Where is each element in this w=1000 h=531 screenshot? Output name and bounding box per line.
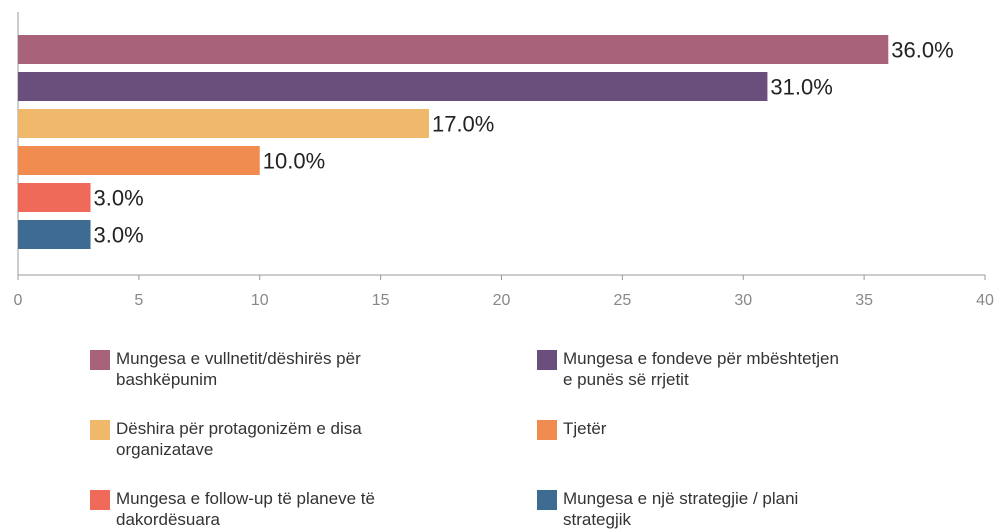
- bar: [18, 146, 260, 175]
- legend-item: Tjetër: [537, 418, 867, 440]
- value-label: 3.0%: [94, 222, 144, 247]
- legend-label: Mungesa e vullnetit/dëshirës për bashkëp…: [116, 349, 361, 389]
- value-label: 3.0%: [94, 185, 144, 210]
- x-tick-label: 5: [134, 292, 143, 309]
- bar: [18, 35, 889, 64]
- legend-swatch: [90, 350, 110, 370]
- legend-item: Dëshira për protagonizëm e disa organiza…: [90, 418, 420, 460]
- legend-label: Mungesa e një strategjie / plani strateg…: [563, 489, 799, 529]
- legend-swatch: [537, 490, 557, 510]
- bar: [18, 72, 768, 101]
- x-tick-label: 10: [251, 292, 269, 309]
- legend-item: Mungesa e vullnetit/dëshirës për bashkëp…: [90, 348, 420, 390]
- legend-label: Dëshira për protagonizëm e disa organiza…: [116, 419, 362, 459]
- bar: [18, 183, 91, 212]
- legend-swatch: [537, 420, 557, 440]
- legend-swatch: [90, 490, 110, 510]
- bar: [18, 220, 91, 249]
- x-tick-label: 0: [14, 292, 23, 309]
- legend-label: Mungesa e follow-up të planeve të dakord…: [116, 489, 375, 529]
- legend-swatch: [537, 350, 557, 370]
- legend-item: Mungesa e fondeve për mbështetjen e punë…: [537, 348, 867, 390]
- legend-swatch: [90, 420, 110, 440]
- value-label: 36.0%: [891, 37, 953, 62]
- legend-label: Mungesa e fondeve për mbështetjen e punë…: [563, 349, 839, 389]
- x-tick-label: 40: [976, 292, 994, 309]
- legend-label: Tjetër: [563, 419, 607, 438]
- x-tick-label: 35: [855, 292, 873, 309]
- bar: [18, 109, 429, 138]
- legend-item: Mungesa e një strategjie / plani strateg…: [537, 488, 867, 530]
- x-tick-label: 20: [493, 292, 511, 309]
- value-label: 17.0%: [432, 111, 494, 136]
- x-tick-label: 25: [613, 292, 631, 309]
- legend-item: Mungesa e follow-up të planeve të dakord…: [90, 488, 420, 530]
- x-tick-label: 30: [734, 292, 752, 309]
- value-label: 10.0%: [263, 148, 325, 173]
- x-tick-label: 15: [372, 292, 390, 309]
- value-label: 31.0%: [770, 74, 832, 99]
